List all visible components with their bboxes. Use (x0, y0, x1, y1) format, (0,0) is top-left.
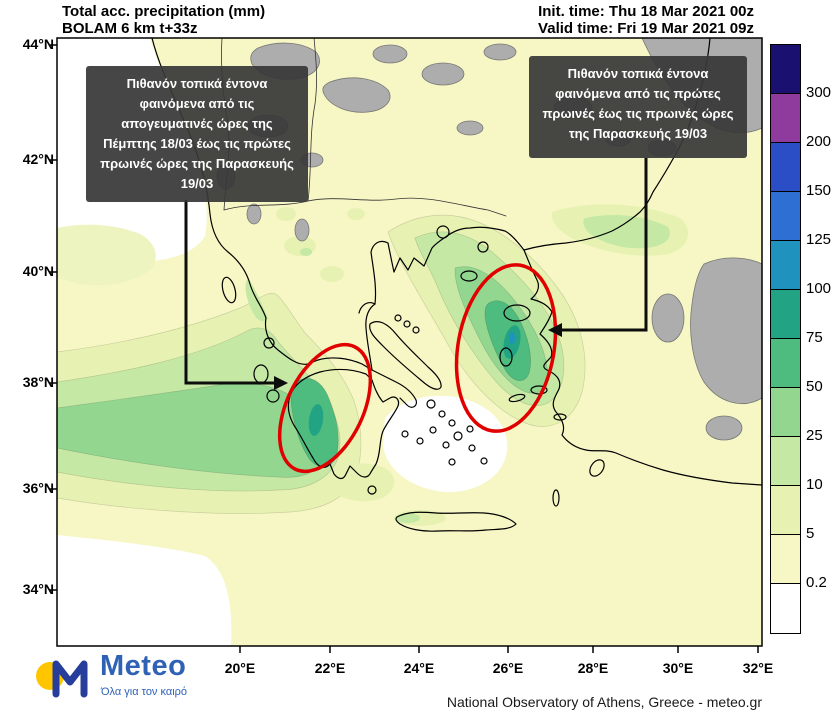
lat-label: 44°N (22, 36, 54, 52)
colorbar-swatch (771, 437, 800, 486)
colorbar-label: 10 (806, 476, 823, 493)
map-title: Total acc. precipitation (mm) (62, 3, 266, 20)
lon-label: 20°E (224, 660, 256, 676)
colorbar-swatch (771, 241, 800, 290)
lat-label: 38°N (22, 374, 54, 390)
meteo-logo-icon (36, 660, 88, 698)
colorbar-swatch (771, 339, 800, 388)
colorbar-label: 0.2 (806, 574, 827, 591)
map-header-left: Total acc. precipitation (mm) BOLAM 6 km… (62, 3, 265, 37)
colorbar-swatch (771, 94, 800, 143)
colorbar-label: 125 (806, 231, 832, 248)
attribution-text: National Observatory of Athens, Greece -… (446, 694, 762, 710)
colorbar-label: 150 (806, 182, 832, 199)
annotation-box-east: Πιθανόν τοπικά έντονα φαινόμενα από τις … (529, 56, 747, 158)
meteo-logo: Meteo Όλα για τον καιρό (34, 646, 214, 708)
meteo-logo-wordmark: Meteo (100, 650, 187, 682)
map-header-right: Init. time: Thu 18 Mar 2021 00z Valid ti… (538, 3, 754, 37)
colorbar-label: 25 (806, 427, 823, 444)
map-frame (50, 37, 763, 653)
colorbar-swatch (771, 584, 800, 633)
init-time: Init. time: Thu 18 Mar 2021 00z (538, 3, 754, 20)
coastlines (151, 37, 763, 532)
lat-label: 42°N (22, 151, 54, 167)
arrow-west (184, 200, 288, 390)
lat-label: 36°N (22, 480, 54, 496)
lon-label: 26°E (492, 660, 524, 676)
colorbar-swatch (771, 45, 800, 94)
valid-time: Valid time: Fri 19 Mar 2021 09z (538, 20, 754, 37)
precipitation-colorbar (770, 44, 801, 634)
colorbar-swatch (771, 192, 800, 241)
model-info: BOLAM 6 km t+33z (62, 20, 198, 37)
highlight-ellipse-west (277, 342, 373, 474)
colorbar-label: 100 (806, 280, 832, 297)
colorbar-swatch (771, 388, 800, 437)
lat-label: 34°N (22, 581, 54, 597)
colorbar-swatch (771, 486, 800, 535)
lon-label: 24°E (403, 660, 435, 676)
colorbar-label: 50 (806, 378, 823, 395)
colorbar-label: 200 (806, 133, 832, 150)
lon-label: 30°E (662, 660, 694, 676)
arrow-east (548, 158, 648, 337)
highlight-ellipse-east (454, 263, 558, 433)
colorbar-label: 5 (806, 525, 815, 542)
lon-label: 32°E (742, 660, 774, 676)
colorbar-label: 75 (806, 329, 823, 346)
annotation-box-west: Πιθανόν τοπικά έντονα φαινόμενα από τις … (86, 66, 308, 202)
lat-label: 40°N (22, 263, 54, 279)
colorbar-swatch (771, 143, 800, 192)
colorbar-swatch (771, 535, 800, 584)
lon-label: 28°E (577, 660, 609, 676)
meteo-logo-tagline: Όλα για τον καιρό (101, 686, 188, 698)
lon-label: 22°E (314, 660, 346, 676)
colorbar-label: 300 (806, 84, 832, 101)
colorbar-swatch (771, 290, 800, 339)
